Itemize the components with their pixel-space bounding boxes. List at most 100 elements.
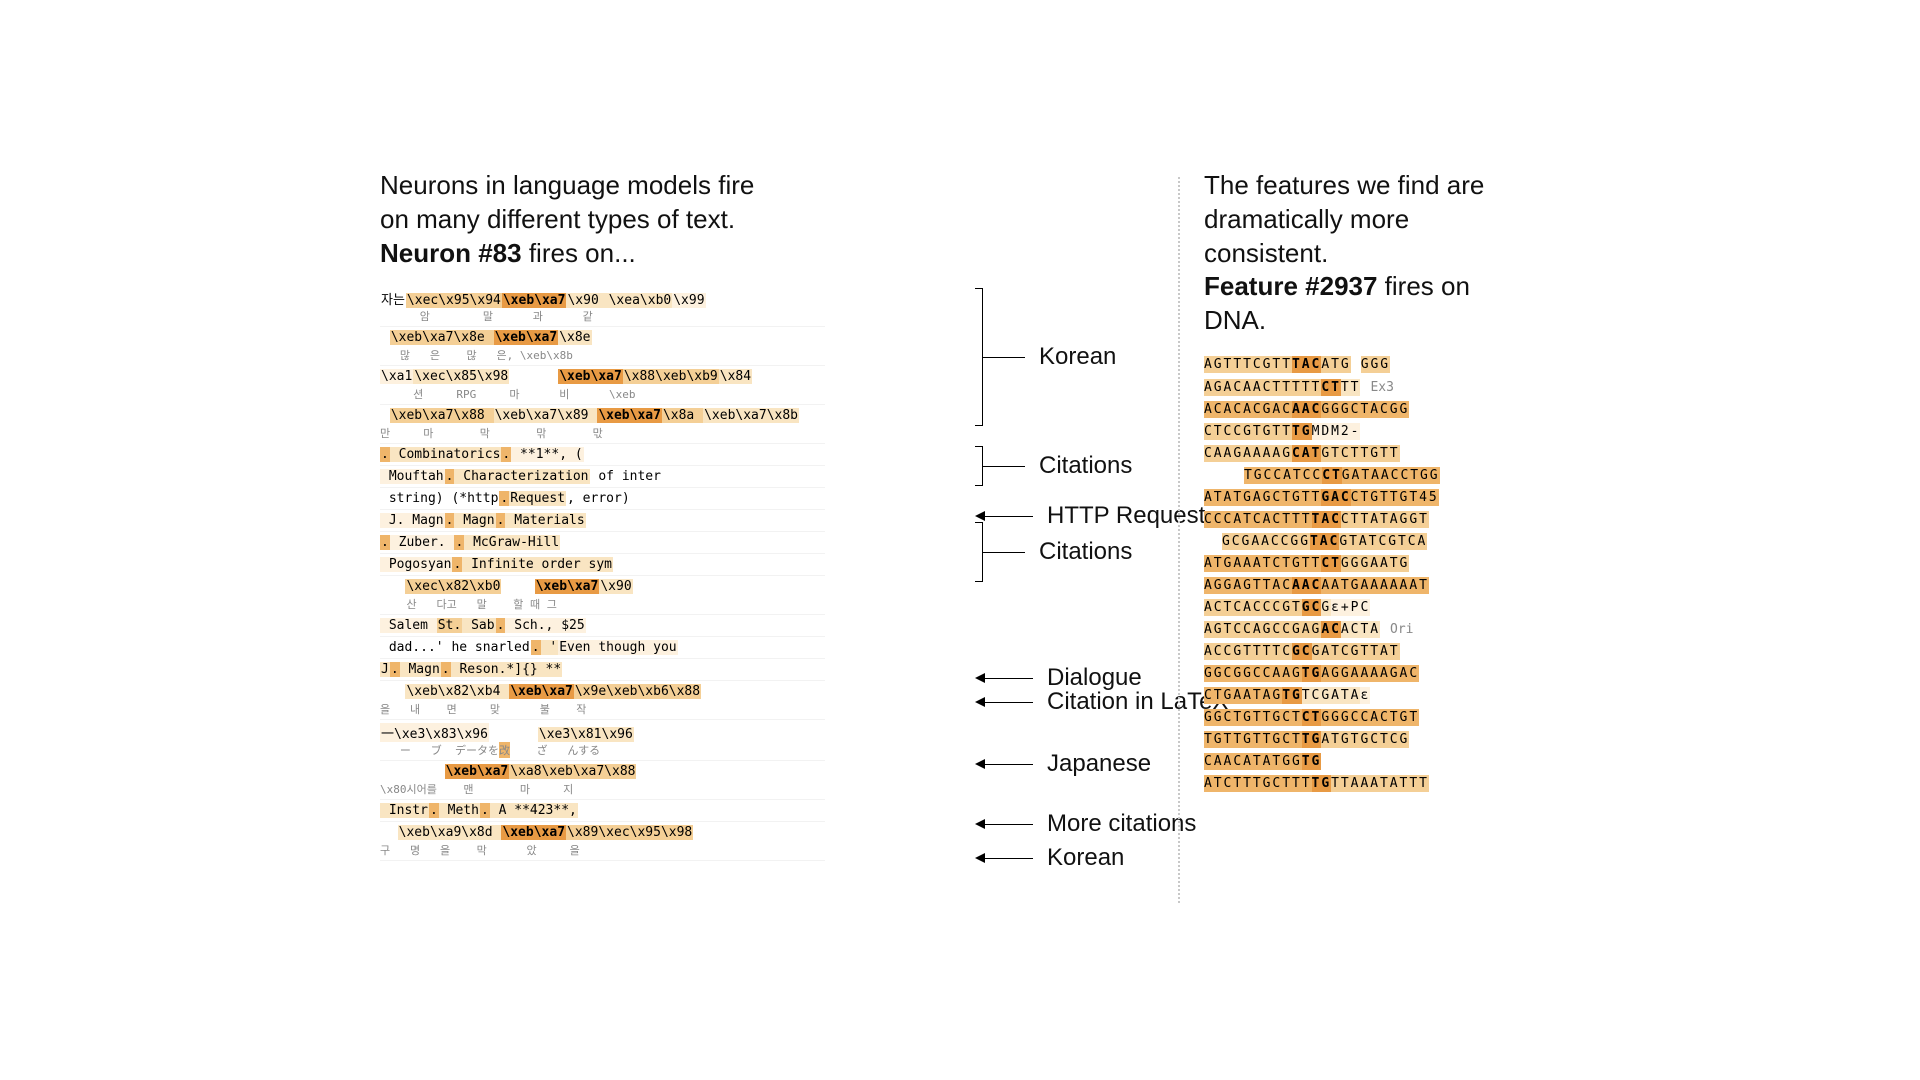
token <box>380 684 405 699</box>
token <box>509 369 558 384</box>
token: Meth <box>439 803 480 818</box>
headline-line: dramatically more consistent. <box>1204 204 1409 268</box>
subtoken: \x80시어를 <box>380 781 437 797</box>
annotation: Citations <box>975 446 1132 486</box>
token: . <box>454 535 464 550</box>
dna-token: CAAGAAAAG <box>1204 445 1292 462</box>
token: . <box>390 662 400 677</box>
dna-token: GGCGGCCAAG <box>1204 665 1302 682</box>
dna-token: GGGAATG <box>1341 555 1409 572</box>
token-line: J. Magn. Reson.*]{} ** <box>380 662 825 679</box>
token: St. <box>437 618 462 633</box>
subtoken: 비 <box>519 386 569 402</box>
dna-row: CAAGAAAAGCATGTCTTGTT <box>1204 446 1504 461</box>
dna-token-bold: GC <box>1302 599 1322 616</box>
neuron-row: Salem St. Sab. Sch., $25 <box>380 617 825 637</box>
annotation-label: More citations <box>1047 810 1196 838</box>
dna-token-bold: CT <box>1321 555 1341 572</box>
dna-token: GATAACCTGG <box>1342 467 1440 484</box>
token: . <box>445 513 455 528</box>
token: \xeb\xa7\x8e <box>390 330 494 345</box>
token: \xec\x82\xb0 <box>405 579 501 594</box>
annotation: Korean <box>975 288 1116 426</box>
dna-token-bold: TG <box>1292 423 1312 440</box>
neuron-row: \xeb\xa9\x8d \xeb\xa7\x89\xec\x95\x98구 명… <box>380 824 825 861</box>
dna-token: ATATGAGCTGTT <box>1204 489 1321 506</box>
token-line: 을 내 면 맞 불 작 <box>380 701 825 718</box>
token-line: Salem St. Sab. Sch., $25 <box>380 618 825 635</box>
token-line: 구 명 을 막 았 을 <box>380 842 825 859</box>
token: string) (*http <box>380 491 499 506</box>
dna-row: ACACACGACAACGGGCTACGG <box>1204 402 1504 417</box>
token-line: 많 은 많 은, \xeb\x8b <box>380 347 825 364</box>
token: Magn <box>400 662 441 677</box>
neuron-row: \xeb\xa7\x88 \xeb\xa7\x89 \xeb\xa7\x8a \… <box>380 407 825 444</box>
annotation: Korean <box>975 844 1124 872</box>
dna-sequence: AGGAGTTACAACAATGAAAAAAT <box>1204 578 1429 593</box>
dna-sequence: ATGAAATCTGTTCTGGGAATG <box>1204 556 1409 571</box>
dna-token-bold: CT <box>1322 467 1342 484</box>
dna-row: CTCCGTGTTTGMDM2- <box>1204 424 1504 439</box>
token: \xa8\xeb\xa7\x88 <box>509 764 636 779</box>
subtoken: ざ んする <box>510 742 600 758</box>
dna-row: AGTTTCGTTTACATGGGG <box>1204 356 1504 373</box>
neuron-row: \xeb\xa7\x8e \xeb\xa7\x8e 많 은 많 은, \xeb\… <box>380 329 825 366</box>
subtoken: 션 <box>380 386 423 402</box>
token-line: dad...' he snarled. 'Even though you <box>380 640 825 657</box>
dna-sequence: ACTCACCCGTGCGε+PC <box>1204 600 1370 615</box>
dna-row: CAACATATGGTG <box>1204 754 1504 769</box>
neuron-row: \xeb\xa7\xa8\xeb\xa7\x88\x80시어를 맨 마 지 <box>380 763 825 800</box>
dna-token-bold: AAC <box>1292 577 1321 594</box>
dna-token: TCGATA <box>1302 687 1361 704</box>
token: Zuber. <box>390 535 455 550</box>
dna-token: ATGTGCTCG <box>1321 731 1409 748</box>
token: . <box>441 662 451 677</box>
arrow-icon <box>975 853 1033 863</box>
arrow-icon <box>975 673 1033 683</box>
token: J <box>380 662 390 677</box>
neuron-row: \xeb\x82\xb4 \xeb\xa7\x9e\xeb\xb6\x88을 내… <box>380 683 825 720</box>
dna-token: AGGAGTTAC <box>1204 577 1292 594</box>
subtoken: 을 막 <box>420 842 487 858</box>
neuron-row: \xa1\xec\x85\x98 \xeb\xa7\x88\xeb\xb9\x8… <box>380 368 825 405</box>
token: Reson.*]{} ** <box>451 662 563 677</box>
subtoken: 맊 <box>490 425 546 441</box>
connector-line <box>983 552 1025 554</box>
dna-token: AGGAAAAGAC <box>1321 665 1419 682</box>
headline-line: The features we find are <box>1204 170 1484 200</box>
dna-token: GGGCTACGG <box>1321 401 1409 418</box>
dna-token: AGTTTCGTT <box>1204 356 1292 373</box>
dna-token: TT <box>1341 379 1361 396</box>
neuron-row: . Zuber. . McGraw-Hill <box>380 534 825 554</box>
token: \xeb\xa7\x8b <box>703 408 799 423</box>
token: Mouftah <box>380 469 445 484</box>
left-headline: Neurons in language models fire on many … <box>380 169 1140 270</box>
dna-token: CTGAATAG <box>1204 687 1282 704</box>
subtoken: ー ブ データを <box>380 742 499 758</box>
token: \xeb\xa7 <box>501 825 566 840</box>
token: Request <box>509 491 566 506</box>
dna-row: GGCGGCCAAGTGAGGAAAAGAC <box>1204 666 1504 681</box>
dna-token-bold: CAT <box>1292 445 1321 462</box>
right-headline: The features we find are dramatically mo… <box>1204 169 1504 338</box>
dna-token-bold: TG <box>1312 775 1332 792</box>
arrow-icon <box>975 697 1033 707</box>
dna-token-bold: TAC <box>1292 356 1321 373</box>
subtoken <box>380 310 420 323</box>
dna-token: CTCCGTGTT <box>1204 423 1292 440</box>
annotation: Citations <box>975 522 1132 582</box>
dna-rows: AGTTTCGTTTACATGGGGAGACAACTTTTTCTTTEx3ACA… <box>1204 356 1504 791</box>
token-line: \xeb\xa9\x8d \xeb\xa7\x89\xec\x95\x98 <box>380 825 825 842</box>
bracket-icon <box>975 288 983 426</box>
dna-token-bold: TG <box>1302 753 1322 770</box>
token-line: 암 말 과 같 <box>380 308 825 325</box>
token: \xeb\xa7 <box>502 293 567 308</box>
dna-sequence: CAAGAAAAGCATGTCTTGTT <box>1204 446 1400 461</box>
token: \xeb\xa7\x89 <box>494 408 598 423</box>
annotation-label: Citation in LaTeX <box>1047 688 1228 716</box>
arrow-icon <box>975 511 1033 521</box>
token: McGraw-Hill <box>464 535 560 550</box>
token-line: ー ブ データを改 ざ んする <box>380 742 825 759</box>
token: \xe3\x81\x96 <box>538 727 634 742</box>
dna-token: GTATCGTCA <box>1339 533 1427 550</box>
